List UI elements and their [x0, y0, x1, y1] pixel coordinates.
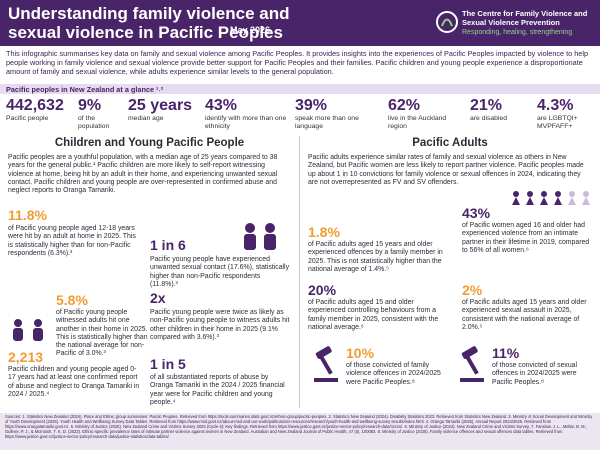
- stat-value: 10%: [346, 345, 375, 361]
- stat-value: 2,213: [8, 349, 44, 365]
- sources: Sources: 1. Statistics New Zealand (2024…: [5, 415, 593, 439]
- stat-value: 9%: [78, 97, 102, 114]
- icon-women: [512, 191, 590, 205]
- stat-value: 25 years: [128, 97, 193, 114]
- icon-gavel: [460, 346, 484, 382]
- stat-text: of those convicted of family violence of…: [346, 362, 441, 386]
- stat-label: are disabled: [470, 115, 508, 122]
- glance-band: [0, 84, 600, 94]
- date: May 2026: [230, 25, 271, 35]
- divider: [299, 136, 300, 408]
- icon-gavel: [314, 346, 338, 382]
- stat-text: of Pacific adults aged 15 years and olde…: [308, 241, 443, 273]
- stat-label: identify with more than one ethnicity: [205, 115, 287, 130]
- intro: This infographic summarises key data on …: [6, 49, 589, 76]
- title: Understanding family violence and sexual…: [8, 4, 290, 42]
- stat-value: 1 in 5: [150, 356, 186, 372]
- stat-value: 1.8%: [308, 224, 340, 240]
- stat-label: median age: [128, 115, 164, 122]
- stat-text: of Pacific adults aged 15 and older expe…: [308, 299, 439, 331]
- stat-value: 2x: [150, 290, 166, 306]
- stat-label: of the population: [78, 115, 110, 130]
- stat-value: 43%: [205, 97, 238, 114]
- glance-heading: Pacific peoples in New Zealand at a glan…: [6, 85, 164, 94]
- stat-value: 442,632: [6, 97, 64, 114]
- stat-label: Pacific people: [6, 115, 49, 122]
- stat-value: 62%: [388, 97, 421, 114]
- stat-text: of Pacific women aged 16 and older had e…: [462, 222, 590, 254]
- stat-value: 21%: [470, 97, 503, 114]
- stat-value: 11%: [492, 345, 520, 361]
- stat-label: speak more than one language: [295, 115, 359, 130]
- stat-value: 4.3%: [537, 97, 574, 114]
- stat-value: 11.8%: [8, 207, 47, 223]
- stat-value: 2%: [462, 282, 483, 298]
- stat-value: 20%: [308, 282, 337, 298]
- stat-label: are LGBTQI+ MVPFAFF+: [537, 115, 578, 130]
- section-heading: Pacific Adults: [412, 137, 488, 149]
- tagline: Responding, healing, strengthening: [462, 29, 573, 36]
- section-heading: Children and Young Pacific People: [54, 137, 245, 149]
- org-name: The Centre for Family Violence and Sexua…: [462, 9, 588, 27]
- section-intro: Pacific adults experience similar rates …: [308, 154, 584, 186]
- stat-text: Pacific young people have experienced un…: [150, 256, 290, 288]
- stat-text: Pacific children and young people aged 0…: [8, 366, 140, 398]
- stat-text: of Pacific young people witnessed adults…: [56, 309, 148, 358]
- icon-people: [13, 319, 43, 341]
- stat-text: of all substantiated reports of abuse by…: [150, 374, 285, 406]
- header-band: [0, 0, 600, 46]
- icon-people: [244, 223, 276, 250]
- stat-value: 39%: [295, 97, 328, 114]
- footer-band: [0, 413, 600, 450]
- stat-value: 43%: [462, 205, 491, 221]
- stat-label: live in the Auckland region: [388, 115, 447, 130]
- stat-text: of Pacific young people aged 12-18 years…: [8, 225, 136, 257]
- stat-value: 5.8%: [56, 292, 88, 308]
- stat-text: of those convicted of sexual offences in…: [492, 362, 578, 386]
- stat-value: 1 in 6: [150, 237, 186, 253]
- stat-text: Pacific young people were twice as likel…: [150, 309, 290, 341]
- stat-text: of Pacific adults aged 15 years and olde…: [462, 299, 587, 331]
- section-intro: Pacific peoples are a youthful populatio…: [8, 154, 278, 195]
- logo: [436, 11, 458, 33]
